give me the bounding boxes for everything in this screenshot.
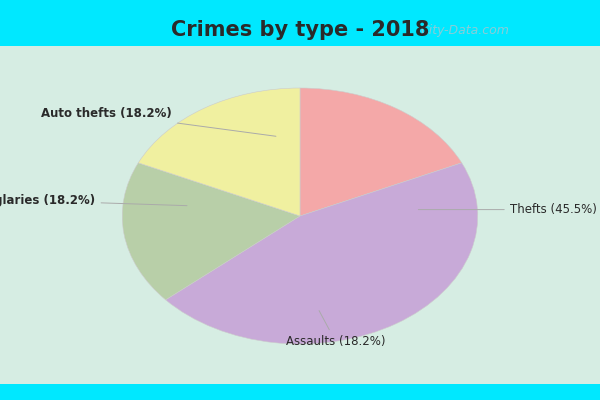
Text: Assaults (18.2%): Assaults (18.2%) (286, 311, 385, 348)
Wedge shape (166, 163, 478, 344)
Text: Burglaries (18.2%): Burglaries (18.2%) (0, 194, 187, 207)
Text: Auto thefts (18.2%): Auto thefts (18.2%) (41, 107, 276, 136)
Wedge shape (122, 163, 300, 300)
Wedge shape (138, 88, 300, 216)
Text: Crimes by type - 2018: Crimes by type - 2018 (171, 20, 429, 40)
Wedge shape (300, 88, 462, 216)
Text: City-Data.com: City-Data.com (420, 24, 509, 37)
Text: Thefts (45.5%): Thefts (45.5%) (418, 203, 596, 216)
